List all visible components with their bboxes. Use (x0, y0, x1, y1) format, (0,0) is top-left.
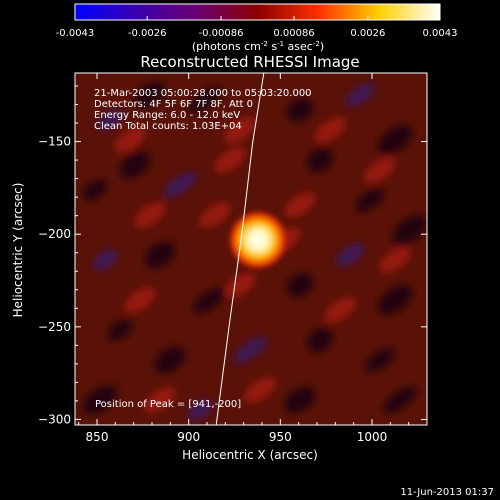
dark-ripple (154, 346, 186, 374)
red-ripple (114, 127, 146, 153)
red-ripple (214, 147, 246, 173)
colorbar (74, 3, 441, 21)
red-ripple (314, 117, 346, 143)
dark-ripple (82, 179, 108, 201)
annotation-line: Energy Range: 6.0 - 12.0 keV (94, 110, 240, 121)
colorbar-ticks: -0.0043 -0.0026 -0.00086 0.00086 0.0026 0.004… (56, 16, 458, 39)
dark-ripple (97, 109, 123, 131)
dark-ripple (306, 147, 334, 173)
x-axis-ticks: 850 900 950 1000 (78, 73, 428, 444)
dark-ripple (119, 151, 151, 179)
x-axis-label: Heliocentric X (arcsec) (182, 448, 318, 462)
emission-blobs (82, 81, 427, 421)
y-axis-ticks: −150 −200 −250 −300 (38, 85, 427, 426)
red-ripple (224, 272, 256, 298)
y-tick-label: −150 (38, 135, 71, 149)
red-ripple (379, 247, 411, 273)
dark-ripple (162, 171, 198, 199)
x-tick-label: 900 (177, 430, 200, 444)
annotation-block: 21-Mar-2003 05:00:28.000 to 05:03:20.000… (94, 88, 312, 132)
colorbar-tick-label: 0.00086 (273, 28, 314, 39)
red-ripple (199, 202, 231, 228)
dark-ripple (286, 272, 314, 298)
annotation-line: Detectors: 4F 5F 6F 7F 8F, Att 0 (94, 99, 253, 110)
dark-ripple (355, 188, 385, 212)
peak-position-label: Position of Peak = [941,-200] (95, 399, 241, 410)
y-tick-label: −250 (38, 320, 71, 334)
dark-ripple (306, 327, 334, 353)
dark-ripple (192, 286, 228, 314)
dark-ripple (377, 125, 413, 155)
dark-ripple (286, 97, 314, 123)
dark-ripple (144, 241, 176, 269)
colorbar-tick-label: 0.0026 (350, 28, 385, 39)
annotation-line: Clean Total counts: 1.03E+04 (94, 121, 242, 132)
y-tick-label: −200 (38, 227, 71, 241)
red-ripple (364, 157, 396, 183)
dark-ripple (232, 336, 268, 364)
dark-ripple (284, 386, 316, 414)
dark-ripple (92, 249, 118, 271)
colorbar-tick-label: -0.0043 (56, 28, 95, 39)
flare-peak (228, 210, 288, 270)
dark-ripple (335, 243, 365, 267)
dark-ripple (345, 83, 375, 107)
dark-ripple (187, 399, 213, 421)
y-tick-label: −300 (38, 412, 71, 426)
red-ripple (224, 117, 256, 143)
x-tick-label: 950 (269, 430, 292, 444)
y-axis-label: Heliocentric Y (arcsec) (11, 183, 25, 318)
dark-ripple (392, 215, 427, 245)
plot-area (75, 73, 427, 425)
annotation-line: 21-Mar-2003 05:00:28.000 to 05:03:20.000 (94, 88, 312, 99)
colorbar-units: (photons cm-2 s-1 asec-2) (192, 40, 324, 53)
red-ripple (124, 287, 156, 313)
red-ripple (144, 387, 176, 413)
dark-ripple (187, 86, 223, 114)
dark-ripple (365, 348, 395, 372)
dark-ripple (107, 319, 133, 341)
solar-limb-curve (215, 73, 265, 425)
dark-ripple (382, 386, 418, 414)
colorbar-tick-label: -0.00086 (199, 28, 244, 39)
colorbar-tick-label: 0.0043 (423, 28, 458, 39)
red-ripple (284, 192, 316, 218)
x-tick-label: 850 (86, 430, 109, 444)
dark-ripple (134, 81, 166, 109)
chart-title: Reconstructed RHESSI Image (140, 53, 359, 71)
red-ripple (324, 297, 356, 323)
timestamp: 11-Jun-2013 01:37 (400, 487, 494, 498)
colorbar-tick-label: -0.0026 (128, 28, 167, 39)
dark-ripple (82, 385, 118, 415)
red-ripple (244, 377, 276, 403)
red-ripple (134, 202, 166, 228)
dark-ripple (377, 285, 413, 315)
plot-frame (74, 72, 428, 426)
x-tick-label: 1000 (357, 430, 388, 444)
